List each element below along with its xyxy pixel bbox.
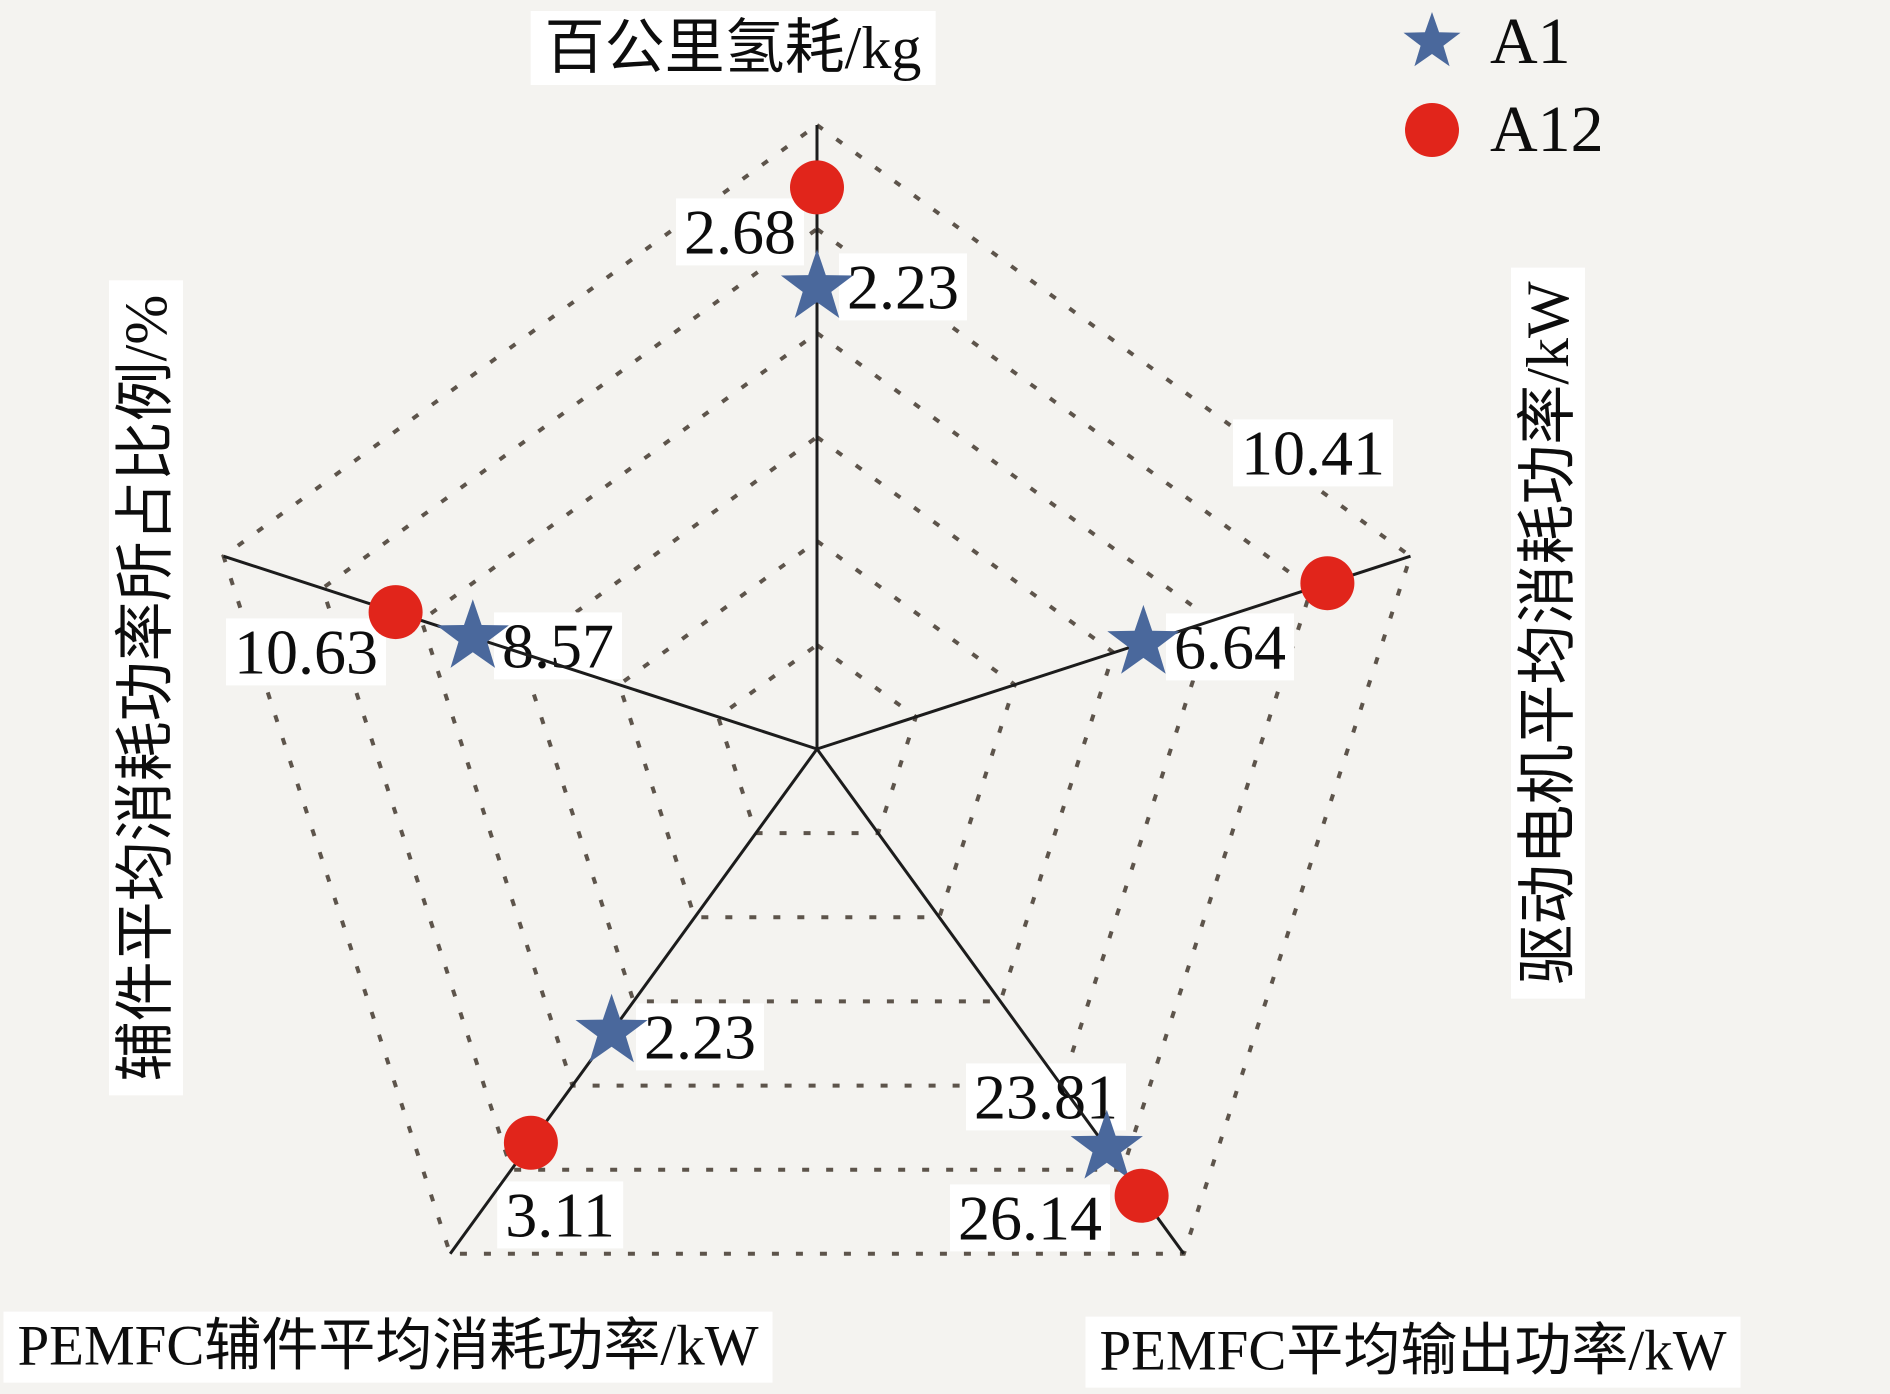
legend-label-a12: A12 xyxy=(1490,93,1604,166)
legend-label-a1: A1 xyxy=(1490,5,1571,78)
axis-title-pemfc-aux-power: PEMFC辅件平均消耗功率/kW xyxy=(3,1311,773,1383)
axis-spoke-2 xyxy=(815,748,1186,1255)
value-label-a1-2: 23.81 xyxy=(966,1063,1126,1131)
legend-item-a12: A12 xyxy=(1398,96,1604,164)
marker-star-a1-1 xyxy=(1107,604,1180,674)
legend-star-glyph xyxy=(1403,12,1461,67)
value-label-a12-3: 3.11 xyxy=(497,1181,623,1249)
grid-ring-4 xyxy=(419,330,1215,1088)
grid-ring-1 xyxy=(715,642,919,836)
marker-circle-a12-0 xyxy=(790,160,844,215)
axis-title-pemfc-output-power: PEMFC平均输出功率/kW xyxy=(1085,1316,1741,1388)
value-label-a12-4: 10.63 xyxy=(226,618,386,686)
axis-title-hydrogen-per-100km: 百公里氢耗/kg xyxy=(530,11,936,85)
value-label-a12-0: 2.68 xyxy=(676,198,804,266)
marker-star-a1-4 xyxy=(436,599,509,668)
grid-ring-5 xyxy=(320,226,1314,1172)
grid-ring-2 xyxy=(616,538,1018,920)
value-label-a1-4: 8.57 xyxy=(494,612,622,680)
grid-ring-6 xyxy=(221,122,1413,1256)
circle-icon xyxy=(1405,103,1459,157)
marker-star-a1-2 xyxy=(1070,1109,1143,1179)
marker-circle-a12-1 xyxy=(1300,556,1355,611)
marker-circle-a12-2 xyxy=(1114,1168,1169,1223)
legend-circle-glyph xyxy=(1405,103,1459,157)
marker-star-a1-0 xyxy=(780,249,854,318)
value-label-a1-1: 6.64 xyxy=(1166,613,1294,681)
axis-spoke-1 xyxy=(816,554,1411,751)
grid-ring-3 xyxy=(517,434,1117,1004)
star-icon xyxy=(1403,12,1461,67)
legend: A1 A12 xyxy=(1398,8,1604,164)
value-label-a1-0: 2.23 xyxy=(839,253,967,321)
axis-title-drive-motor-power: 驱动电机平均消耗功率/kW xyxy=(1511,267,1585,999)
marker-circle-a12-3 xyxy=(503,1115,558,1170)
axis-spoke-4 xyxy=(223,554,818,751)
value-label-a12-1: 10.41 xyxy=(1233,419,1393,487)
axis-spoke-3 xyxy=(448,748,819,1255)
value-label-a1-3: 2.23 xyxy=(636,1003,764,1071)
legend-item-a1: A1 xyxy=(1398,8,1604,76)
axis-title-aux-power-ratio: 辅件平均消耗功率所占比例/% xyxy=(109,280,183,1096)
marker-star-a1-3 xyxy=(575,993,648,1063)
marker-circle-a12-4 xyxy=(368,585,423,640)
value-label-a12-2: 26.14 xyxy=(950,1184,1110,1252)
